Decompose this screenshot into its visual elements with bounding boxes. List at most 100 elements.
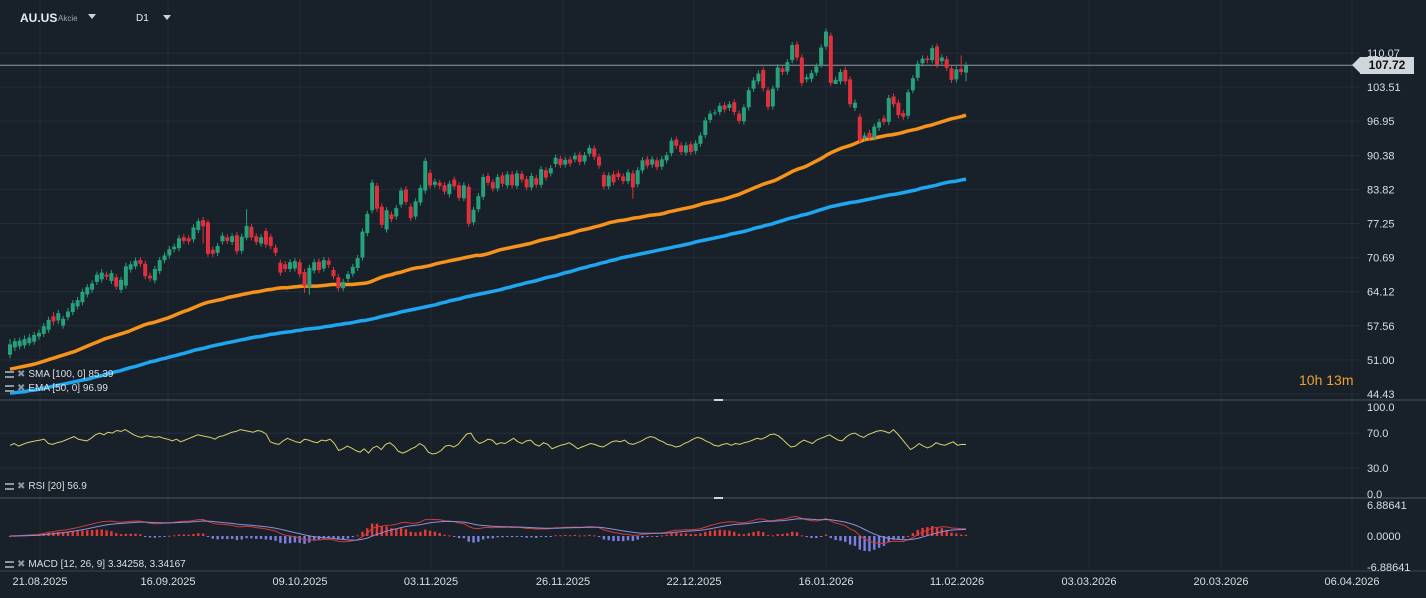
macd-histogram-bar: [66, 532, 70, 536]
candle-body: [56, 313, 61, 321]
candle: [664, 152, 669, 164]
candle-body: [804, 77, 809, 80]
candle: [181, 234, 186, 245]
close-icon[interactable]: ✖: [17, 559, 26, 570]
timeframe-label[interactable]: D1: [136, 13, 149, 24]
candle-body: [360, 231, 365, 258]
candle: [543, 167, 548, 181]
candle: [302, 268, 307, 293]
candle-body: [708, 113, 713, 120]
candle: [790, 41, 795, 64]
candle-body: [906, 92, 911, 116]
candle: [297, 259, 302, 278]
symbol-label[interactable]: AU.US: [20, 11, 58, 25]
macd-histogram-bar: [356, 535, 359, 537]
macd-histogram-bar: [897, 536, 900, 540]
close-icon[interactable]: ✖: [17, 481, 26, 492]
macd-histogram-bar: [931, 526, 934, 536]
candle-body: [640, 160, 645, 171]
candle-body: [374, 185, 379, 209]
settings-icon[interactable]: [5, 483, 14, 490]
candle: [263, 227, 268, 248]
macd-histogram-bar: [57, 531, 60, 536]
candle: [582, 152, 587, 165]
timeframe-dropdown-icon[interactable]: [163, 15, 171, 20]
candle: [70, 300, 75, 316]
candle-body: [828, 35, 833, 83]
candle: [457, 182, 462, 201]
macd-legend[interactable]: ✖ MACD [12, 26, 9] 3.34258, 3.34167: [5, 559, 186, 570]
settings-icon[interactable]: [5, 561, 14, 568]
symbol-dropdown-icon[interactable]: [88, 14, 96, 19]
candle-body: [674, 139, 679, 146]
candle: [944, 55, 949, 72]
macd-histogram-bar: [95, 529, 99, 536]
candle: [514, 170, 519, 189]
candle-body: [756, 73, 761, 82]
macd-tick-label: -6.88641: [1367, 562, 1410, 574]
candle-body: [225, 237, 230, 241]
macd-histogram-bar: [882, 536, 886, 546]
close-icon[interactable]: ✖: [17, 369, 26, 380]
candle-body: [534, 178, 539, 185]
macd-histogram-bar: [201, 533, 205, 536]
macd-histogram-bar: [457, 536, 461, 539]
candle-body: [823, 31, 828, 47]
candle-body: [630, 173, 635, 188]
candle-body: [418, 187, 423, 203]
candle-body: [563, 159, 568, 165]
countdown-hours: 10h: [1299, 372, 1323, 388]
candle-body: [317, 261, 322, 270]
candle: [732, 99, 737, 116]
macd-histogram-bar: [129, 533, 132, 536]
candle-countdown: 10h 13m: [1299, 372, 1353, 388]
settings-icon[interactable]: [5, 385, 14, 392]
macd-histogram-bar: [486, 536, 490, 539]
macd-histogram-bar: [380, 525, 383, 536]
macd-histogram-bar: [607, 536, 610, 541]
date-tick-label: 16.09.2025: [140, 576, 195, 588]
candle-body: [621, 176, 626, 182]
close-icon[interactable]: ✖: [17, 383, 26, 394]
candle-body: [336, 277, 341, 289]
candle: [611, 171, 616, 186]
macd-histogram-bar: [737, 533, 741, 536]
candle-body: [94, 274, 99, 282]
candle: [654, 157, 659, 171]
candle: [157, 257, 162, 275]
candle: [761, 66, 766, 92]
candle-body: [273, 247, 278, 253]
macd-histogram-bar: [800, 535, 804, 537]
candle-body: [500, 175, 505, 184]
candle: [857, 113, 862, 144]
settings-icon[interactable]: [5, 371, 14, 378]
rsi-legend[interactable]: ✖ RSI [20] 56.9: [5, 481, 87, 492]
macd-histogram-bar: [829, 536, 833, 539]
candle-body: [553, 157, 558, 165]
macd-histogram-bar: [728, 530, 731, 536]
candle-body: [471, 209, 476, 223]
candle-body: [249, 226, 254, 238]
candle: [519, 170, 524, 183]
sma-legend[interactable]: ✖ SMA [100, 0] 85.39: [5, 369, 113, 380]
candle: [548, 165, 553, 177]
candle-body: [85, 287, 90, 295]
candle-body: [737, 113, 742, 121]
candle-body: [476, 196, 481, 210]
macd-histogram-bar: [491, 536, 495, 539]
candle-body: [399, 190, 404, 205]
candle: [823, 28, 828, 50]
candle-body: [944, 59, 949, 68]
ema-legend[interactable]: ✖ EMA [50, 0] 96.99: [5, 383, 108, 394]
candle-body: [437, 182, 442, 186]
macd-histogram-bar: [887, 536, 890, 542]
macd-histogram-bar: [332, 536, 335, 539]
candle-body: [452, 179, 457, 187]
candle: [601, 171, 606, 190]
candle: [109, 269, 114, 285]
candle-body: [466, 186, 471, 224]
candle: [167, 246, 172, 259]
candle-body: [234, 235, 239, 252]
macd-histogram-bar: [549, 536, 552, 537]
